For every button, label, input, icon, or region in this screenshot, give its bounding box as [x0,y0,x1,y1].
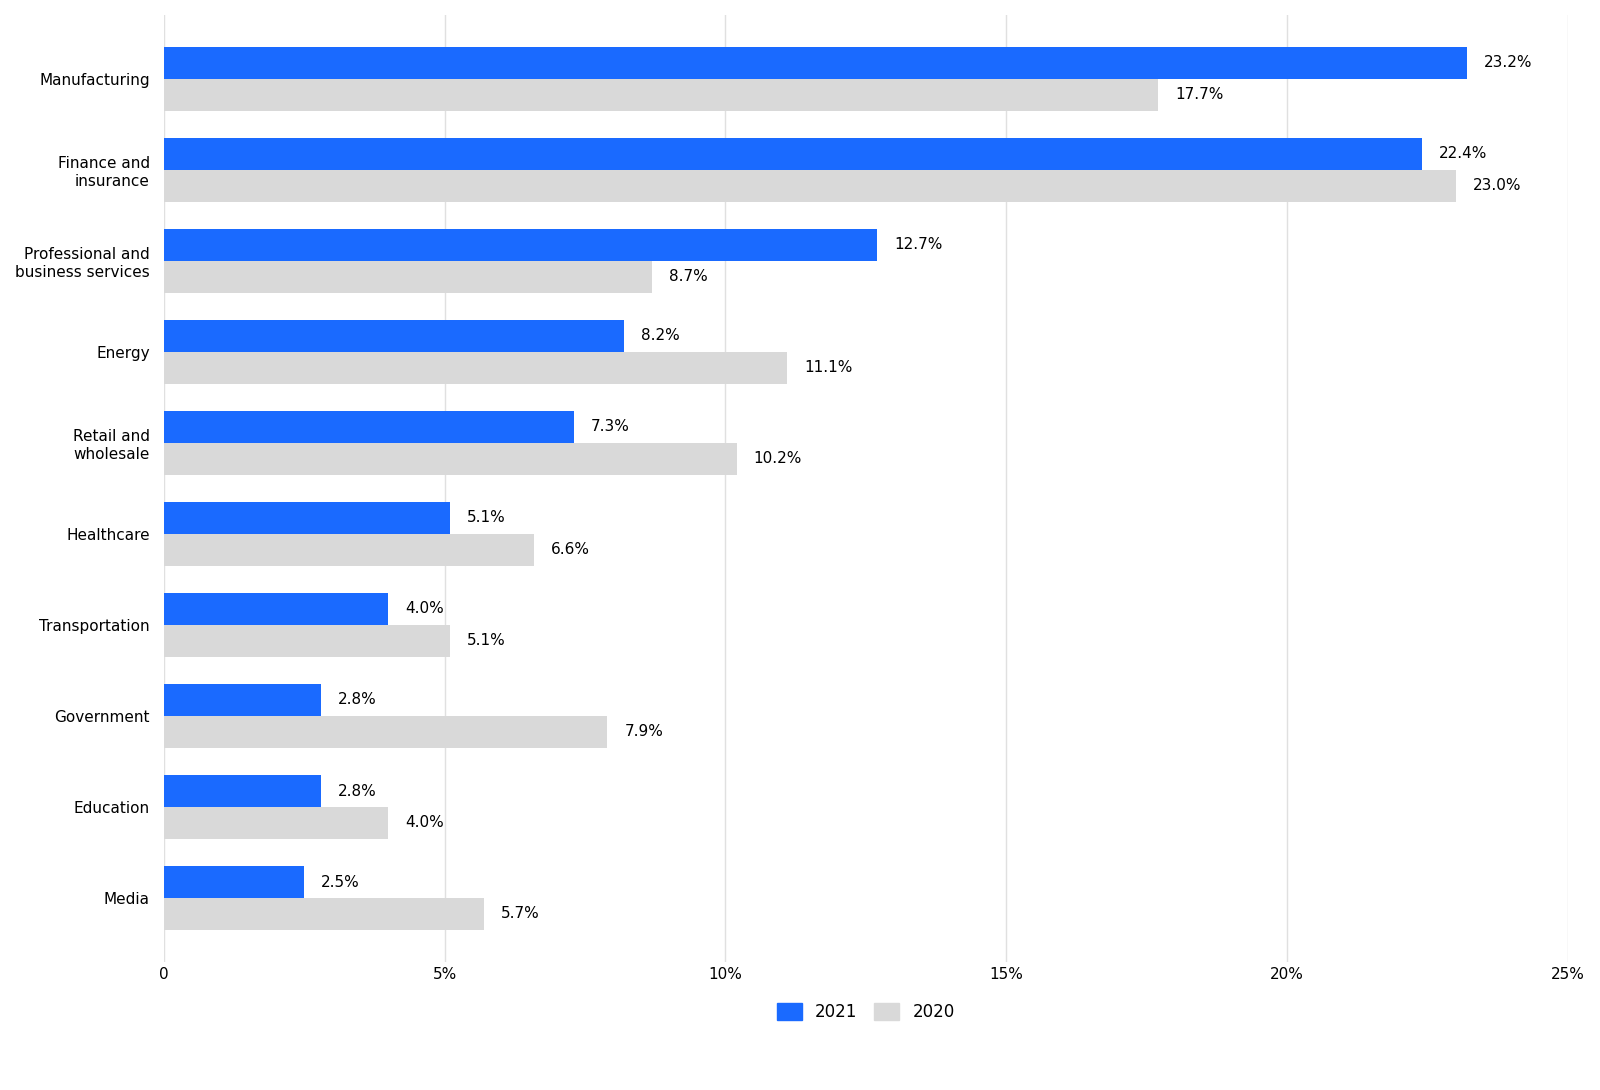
Text: 23.2%: 23.2% [1483,56,1533,70]
Text: 8.7%: 8.7% [669,269,707,284]
Legend: 2021, 2020: 2021, 2020 [768,994,963,1029]
Text: 4.0%: 4.0% [405,602,443,617]
Text: 8.2%: 8.2% [642,328,680,343]
Bar [163,534,534,566]
Bar [163,716,608,748]
Bar [163,443,736,474]
Text: 11.1%: 11.1% [805,360,853,375]
Text: 4.0%: 4.0% [405,815,443,831]
Bar [163,685,322,716]
Text: 7.9%: 7.9% [624,725,662,739]
Text: 6.6%: 6.6% [552,543,590,557]
Bar [163,867,304,898]
Bar [163,352,787,384]
Text: 5.7%: 5.7% [501,907,539,921]
Text: 17.7%: 17.7% [1174,87,1222,102]
Text: 22.4%: 22.4% [1438,146,1488,161]
Text: 5.1%: 5.1% [467,633,506,649]
Text: 2.8%: 2.8% [338,692,376,707]
Bar [163,229,877,261]
Text: 7.3%: 7.3% [590,420,629,435]
Text: 12.7%: 12.7% [894,238,942,253]
Bar [163,775,322,807]
Bar [163,78,1158,110]
Bar [163,47,1467,78]
Text: 23.0%: 23.0% [1472,178,1522,193]
Bar [163,138,1422,170]
Bar [163,593,389,625]
Text: 2.8%: 2.8% [338,784,376,799]
Bar [163,411,574,443]
Bar [163,502,450,534]
Bar [163,625,450,657]
Text: 2.5%: 2.5% [322,874,360,889]
Bar [163,807,389,839]
Text: 5.1%: 5.1% [467,510,506,525]
Text: 10.2%: 10.2% [754,451,802,467]
Bar [163,320,624,352]
Bar [163,261,653,292]
Bar [163,170,1456,202]
Bar [163,898,483,930]
